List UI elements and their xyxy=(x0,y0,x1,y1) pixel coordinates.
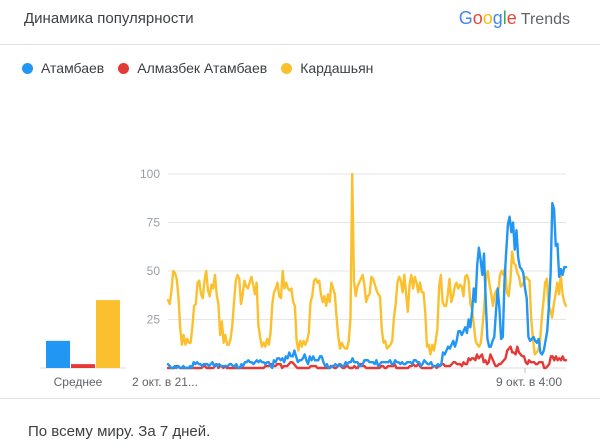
x-tick-label: 2 окт. в 21... xyxy=(132,375,198,389)
legend-dot-icon xyxy=(22,62,33,74)
average-label: Среднее xyxy=(54,375,103,389)
logo-letter-g2: g xyxy=(492,8,503,28)
chart-legend: Атамбаев Алмазбек Атамбаев Кардашьян xyxy=(22,60,373,76)
logo-letter-o2: o xyxy=(482,8,493,28)
legend-label: Атамбаев xyxy=(41,60,105,76)
y-tick-label: 25 xyxy=(147,313,161,327)
series-line-3[interactable] xyxy=(166,172,568,356)
series-line-1[interactable] xyxy=(166,201,568,370)
logo-letter-g: G xyxy=(458,8,473,28)
y-tick-label: 100 xyxy=(140,167,160,181)
chart-area: 25 50 75 100 Среднее 2 окт. в 21... 9 окт. в 4… xyxy=(0,90,600,400)
average-bar-2[interactable] xyxy=(71,364,95,368)
legend-item-almazbek-atambaev[interactable]: Алмазбек Атамбаев xyxy=(118,60,267,76)
legend-item-atambaev[interactable]: Атамбаев xyxy=(22,60,104,76)
x-tick-label: 9 окт. в 4:00 xyxy=(496,375,562,389)
y-tick-label: 75 xyxy=(147,216,161,230)
logo-letter-o1: o xyxy=(472,8,483,28)
google-trends-logo[interactable]: Google Trends xyxy=(459,8,570,29)
logo-trends-word: Trends xyxy=(520,11,570,28)
legend-item-kardashyan[interactable]: Кардашьян xyxy=(281,60,373,76)
footer-scope-text: По всему миру. За 7 дней. xyxy=(28,423,211,440)
interest-chart[interactable]: 25 50 75 100 Среднее 2 окт. в 21... 9 окт. в 4… xyxy=(0,90,600,400)
logo-letter-e: e xyxy=(506,8,517,28)
legend-label: Кардашьян xyxy=(300,60,374,76)
series-line-2[interactable] xyxy=(166,345,568,370)
average-bar-1[interactable] xyxy=(46,340,70,368)
logo-letter-l: l xyxy=(502,8,507,28)
y-tick-label: 50 xyxy=(147,264,161,278)
legend-label: Алмазбек Атамбаев xyxy=(137,60,268,76)
legend-dot-icon xyxy=(281,62,293,74)
card-title: Динамика популярности xyxy=(24,10,194,27)
card-footer: По всему миру. За 7 дней. xyxy=(0,398,600,447)
legend-dot-icon xyxy=(118,62,130,74)
average-bar-3[interactable] xyxy=(96,300,120,368)
card-header: Динамика популярности Google Trends xyxy=(0,0,600,45)
